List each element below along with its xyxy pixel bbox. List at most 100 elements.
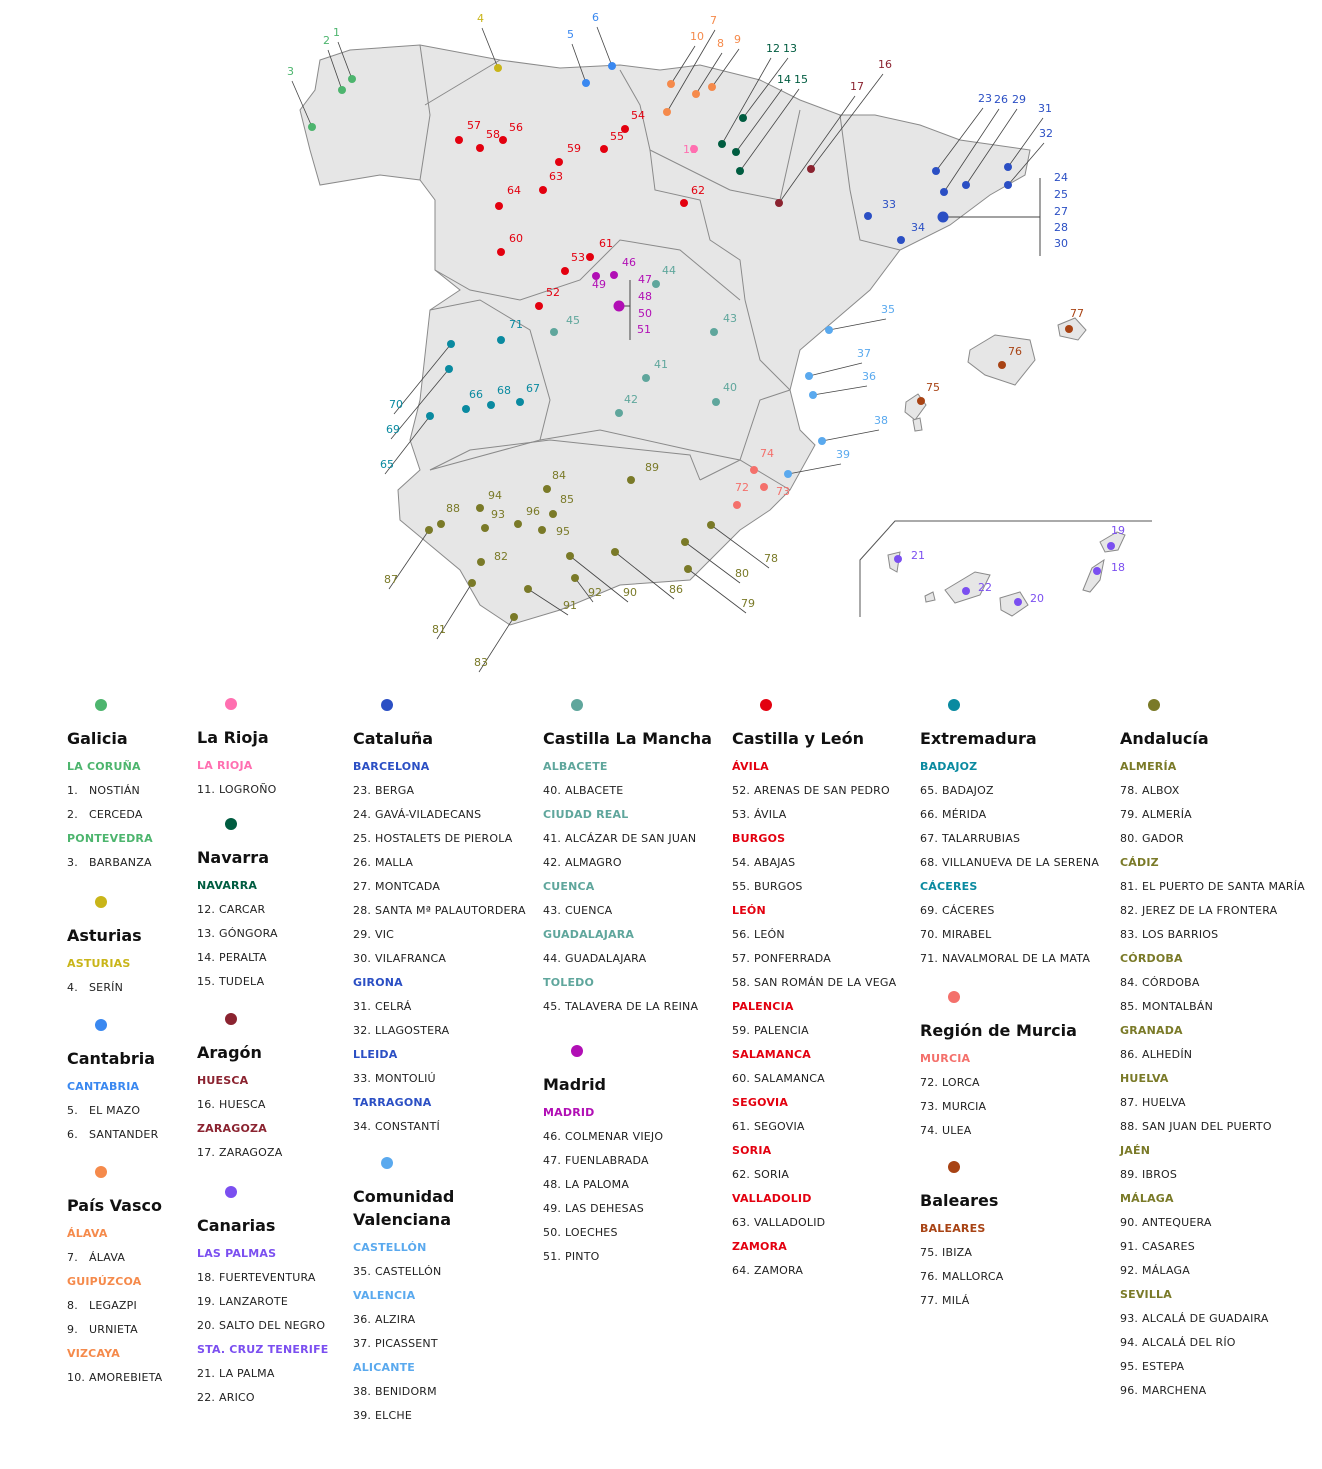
item-number: 76. [920, 1270, 939, 1283]
item-name: ALMERÍA [1142, 808, 1192, 821]
island-gomera [924, 591, 936, 603]
legend-color-dot [95, 1166, 107, 1178]
legend-group: Comunidad Valenciana CASTELLÓN 35. CASTELLÓ… [353, 1157, 553, 1423]
item-name: FUENLABRADA [565, 1154, 649, 1167]
marker-label: 11 [683, 143, 697, 156]
province-label: LEÓN [732, 904, 766, 917]
region-title: Castilla y León [732, 729, 864, 748]
province-label: HUELVA [1120, 1072, 1169, 1085]
item-name: SERÍN [89, 981, 124, 994]
item-name: VILAFRANCA [375, 952, 447, 965]
marker-label: 45 [566, 314, 580, 327]
item-number: 39. [353, 1409, 372, 1422]
leader-line [684, 541, 741, 584]
plant-item: 93. ALCALÁ DE GUADAIRA [1120, 1312, 1320, 1326]
map-marker [462, 405, 470, 413]
marker-label: 68 [497, 384, 511, 397]
province-label: VALENCIA [353, 1289, 416, 1302]
plant-item: 56. LEÓN [732, 928, 932, 942]
item-name: ALCÁZAR DE SAN JUAN [565, 832, 697, 845]
plant-item: 28. SANTA Mª PALAUTORDERA [353, 904, 553, 918]
region-title: País Vasco [67, 1196, 162, 1215]
item-name: ZARAGOZA [219, 1146, 283, 1159]
plant-item: 82. JEREZ DE LA FRONTERA [1120, 904, 1320, 918]
item-number: 82. [1120, 904, 1139, 917]
province-label: JAÉN [1120, 1144, 1151, 1157]
legend-group: Madrid MADRID 46. COLMENAR VIEJO 47. FUENLABR… [543, 1045, 743, 1264]
item-number: 42. [543, 856, 562, 869]
marker-label: 69 [386, 423, 400, 436]
map-marker [864, 212, 872, 220]
province-label: BURGOS [732, 832, 786, 845]
item-name: GÓNGORA [219, 927, 278, 940]
item-name: VALLADOLID [754, 1216, 826, 1229]
plant-item: 88. SAN JUAN DEL PUERTO [1120, 1120, 1320, 1134]
plant-item: 62. SORIA [732, 1168, 932, 1182]
region-title: Asturias [67, 926, 142, 945]
item-number: 18. [197, 1271, 216, 1284]
item-number: 47. [543, 1154, 562, 1167]
plant-item: 20. SALTO DEL NEGRO [197, 1319, 397, 1333]
province-label: PONTEVEDRA [67, 832, 153, 845]
map-marker [494, 64, 502, 72]
item-name: LLAGOSTERA [375, 1024, 450, 1037]
item-name: ULEA [942, 1124, 972, 1137]
map-marker [1065, 325, 1073, 333]
plant-item: 17. ZARAGOZA [197, 1146, 397, 1160]
province-label: MADRID [543, 1106, 595, 1119]
plant-item: 41. ALCÁZAR DE SAN JUAN [543, 832, 743, 846]
item-number: 26. [353, 856, 372, 869]
legend-group: La Rioja LA RIOJA 11. LOGROÑO [197, 698, 397, 797]
item-number: 57. [732, 952, 751, 965]
plant-item: 65. BADAJOZ [920, 784, 1120, 798]
item-name: ELCHE [375, 1409, 412, 1422]
province-label: GUIPÚZCOA [67, 1275, 142, 1288]
item-number: 60. [732, 1072, 751, 1085]
plant-item: 33. MONTOLIÚ [353, 1072, 553, 1086]
map-marker [476, 504, 484, 512]
marker-label: 31 [1038, 102, 1052, 115]
province-label: TOLEDO [543, 976, 595, 989]
province-label: TARRAGONA [353, 1096, 432, 1109]
item-number: 80. [1120, 832, 1139, 845]
item-name: BERGA [375, 784, 415, 797]
legend-color-dot [571, 1045, 583, 1057]
item-number: 61. [732, 1120, 751, 1133]
region-border [839, 114, 901, 251]
map-marker [582, 79, 590, 87]
item-number: 3. [67, 856, 78, 869]
marker-label: 15 [794, 73, 808, 86]
legend-group: Aragón HUESCA 16. HUESCA ZARAGOZA 17. ZARAGOZA [197, 1013, 397, 1160]
marker-label: 63 [549, 170, 563, 183]
item-name: ALCALÁ DEL RÍO [1142, 1336, 1236, 1349]
item-name: CUENCA [565, 904, 613, 917]
item-name: TALARRUBIAS [942, 832, 1021, 845]
item-name: ALBOX [1142, 784, 1180, 797]
item-number: 10. [67, 1371, 86, 1384]
item-name: MURCIA [942, 1100, 987, 1113]
item-name: MONTOLIÚ [375, 1072, 436, 1085]
item-number: 16. [197, 1098, 216, 1111]
item-name: NOSTIÁN [89, 784, 140, 797]
leader-line [670, 45, 696, 85]
item-name: MILÁ [942, 1294, 970, 1307]
marker-label: 44 [662, 264, 676, 277]
marker-label: 81 [432, 623, 446, 636]
plant-item: 5. EL MAZO [67, 1104, 267, 1118]
map-marker [566, 552, 574, 560]
map-marker [937, 211, 949, 223]
item-name: ESTEPA [1142, 1360, 1185, 1373]
map-marker [538, 526, 546, 534]
item-number: 92. [1120, 1264, 1139, 1277]
map-marker [690, 145, 698, 153]
item-name: ALZIRA [375, 1313, 416, 1326]
item-name: ALMAGRO [565, 856, 622, 869]
mainland [299, 44, 1031, 626]
item-name: ÁVILA [754, 808, 787, 821]
item-number: 55. [732, 880, 751, 893]
item-name: PONFERRADA [754, 952, 831, 965]
item-name: MÉRIDA [942, 808, 987, 821]
map-marker [455, 136, 463, 144]
plant-item: 72. LORCA [920, 1076, 1120, 1090]
